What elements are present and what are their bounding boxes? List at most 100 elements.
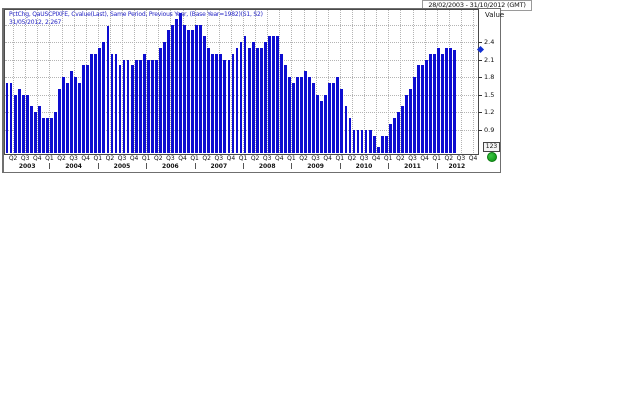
value-axis-title: Value bbox=[485, 11, 505, 19]
x-quarter-label: Q2 bbox=[250, 155, 260, 162]
bar bbox=[263, 42, 267, 153]
gridline-v bbox=[85, 10, 87, 153]
bar bbox=[146, 59, 150, 153]
bar bbox=[171, 24, 174, 153]
bar bbox=[384, 135, 388, 153]
x-quarter-label: Q3 bbox=[408, 155, 417, 162]
bar bbox=[154, 59, 158, 153]
bar bbox=[207, 47, 211, 153]
x-quarter-label: Q1 bbox=[141, 155, 151, 162]
x-quarter-label: Q4 bbox=[323, 155, 332, 162]
bar bbox=[187, 30, 190, 153]
x-quarter-label: Q3 bbox=[214, 155, 224, 162]
bar bbox=[340, 88, 344, 153]
x-quarter-label: Q4 bbox=[275, 155, 284, 162]
x-quarter-label: Q1 bbox=[45, 155, 54, 162]
y-tick-mark bbox=[478, 129, 482, 131]
year-separator bbox=[388, 163, 390, 169]
bar bbox=[417, 65, 420, 153]
x-quarter-label: Q3 bbox=[311, 155, 320, 162]
y-tick-label: 1.2 bbox=[484, 108, 495, 117]
x-quarter-label: Q2 bbox=[202, 155, 211, 162]
year-separator bbox=[49, 163, 51, 169]
year-separator bbox=[339, 163, 341, 169]
x-quarter-label: Q1 bbox=[93, 155, 103, 162]
bar bbox=[162, 42, 166, 153]
gridline-v bbox=[146, 10, 148, 153]
bar bbox=[118, 65, 122, 153]
x-year-label: 2008 bbox=[258, 163, 276, 170]
bar bbox=[356, 129, 360, 153]
bar bbox=[29, 106, 33, 153]
bar bbox=[320, 100, 324, 153]
y-tick-mark bbox=[478, 59, 482, 61]
bar bbox=[94, 53, 98, 153]
gridline-v bbox=[279, 10, 281, 153]
x-quarter-label: Q3 bbox=[69, 155, 78, 162]
bar bbox=[396, 112, 400, 153]
gridline-v bbox=[364, 10, 365, 153]
bar bbox=[360, 129, 364, 153]
gridline-v bbox=[122, 10, 123, 153]
bar bbox=[175, 18, 178, 153]
year-separator bbox=[291, 163, 293, 169]
gridline-v bbox=[13, 10, 15, 153]
bar bbox=[324, 94, 328, 153]
x-year-label: 2003 bbox=[18, 163, 36, 170]
bar bbox=[441, 53, 445, 153]
gridline-v bbox=[25, 10, 27, 153]
bar bbox=[259, 47, 263, 153]
bar bbox=[9, 83, 13, 153]
gridline-v bbox=[109, 10, 111, 153]
x-quarter-label: Q4 bbox=[420, 155, 429, 162]
bar bbox=[66, 83, 69, 153]
gridline-v bbox=[49, 10, 51, 153]
bar bbox=[5, 83, 9, 153]
gridline-v bbox=[206, 10, 208, 153]
bar bbox=[235, 47, 239, 153]
gridline-v bbox=[448, 10, 450, 153]
bar bbox=[215, 53, 219, 153]
bar bbox=[58, 88, 61, 153]
x-quarter-label: Q2 bbox=[396, 155, 405, 162]
bar bbox=[70, 71, 73, 153]
gridline-v bbox=[194, 10, 196, 153]
bar bbox=[62, 77, 65, 153]
bar bbox=[54, 112, 57, 153]
bar bbox=[134, 59, 138, 153]
bar bbox=[17, 88, 21, 153]
bar bbox=[364, 129, 368, 153]
gridline-v bbox=[327, 10, 329, 153]
bar bbox=[380, 135, 384, 153]
x-year-label: 2004 bbox=[65, 163, 82, 170]
year-separator bbox=[97, 163, 99, 169]
bar bbox=[98, 47, 102, 153]
year-separator bbox=[436, 163, 438, 169]
numeric-axis-button[interactable]: 123 bbox=[483, 142, 500, 152]
bar bbox=[106, 26, 110, 153]
bar bbox=[45, 118, 49, 153]
year-separator bbox=[194, 163, 196, 169]
bar bbox=[199, 24, 203, 153]
x-quarter-label: Q3 bbox=[359, 155, 369, 162]
bar bbox=[409, 88, 412, 153]
bar bbox=[392, 118, 396, 153]
bar bbox=[90, 53, 94, 153]
x-year-label: 2005 bbox=[113, 163, 131, 170]
bar bbox=[122, 59, 126, 153]
gridline-v bbox=[230, 10, 232, 153]
bar bbox=[308, 77, 312, 153]
bar bbox=[50, 118, 53, 153]
gridline-v bbox=[400, 10, 402, 153]
bar bbox=[316, 94, 320, 153]
bar bbox=[183, 24, 186, 153]
bar bbox=[376, 147, 380, 153]
gridline-v bbox=[182, 10, 184, 153]
bar bbox=[150, 59, 154, 153]
gridline-v bbox=[436, 10, 438, 153]
year-separator bbox=[243, 163, 244, 169]
x-quarter-label: Q1 bbox=[432, 155, 441, 162]
bar bbox=[179, 12, 182, 153]
bar bbox=[158, 47, 162, 153]
gridline-v bbox=[291, 10, 293, 153]
